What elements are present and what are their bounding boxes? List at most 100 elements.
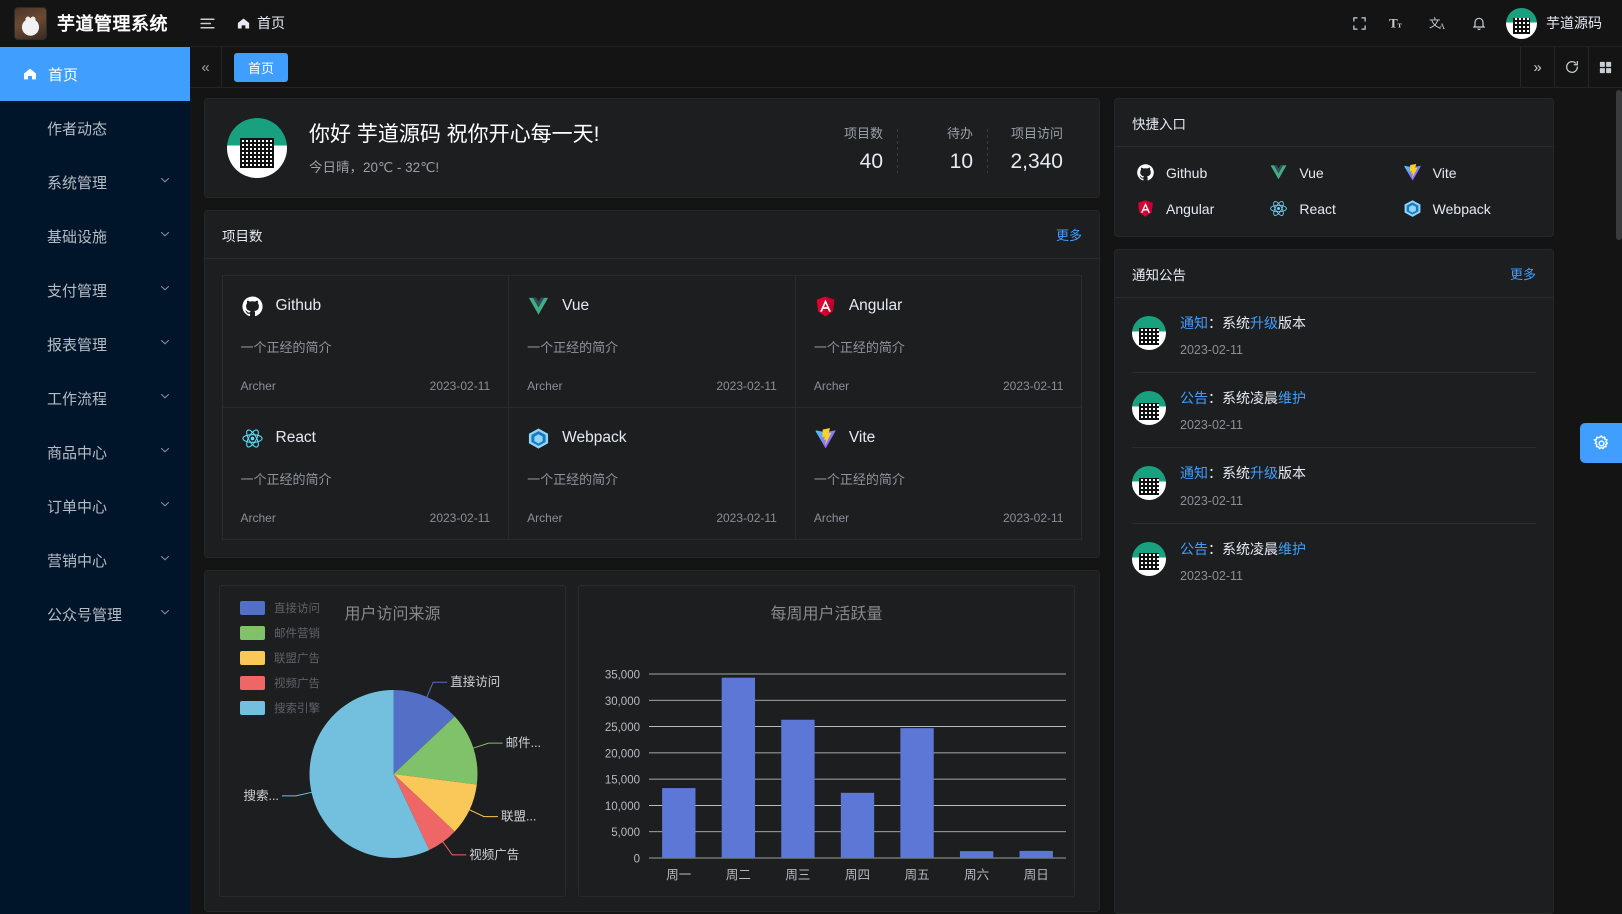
notification-bell-icon[interactable] bbox=[1462, 6, 1496, 40]
svg-text:文: 文 bbox=[1429, 16, 1441, 30]
notices-more-link[interactable]: 更多 bbox=[1509, 267, 1536, 282]
notice-title: 通知：系统升级版本 bbox=[1180, 465, 1306, 482]
project-card-2[interactable]: Angular 一个正经的简介 Archer 2023-02-11 bbox=[794, 274, 1083, 408]
sidebar-item-3[interactable]: 基础设施 bbox=[0, 209, 190, 263]
pie-slice-0[interactable] bbox=[393, 690, 455, 774]
breadcrumb[interactable]: 首页 bbox=[236, 13, 285, 33]
project-name: Webpack bbox=[562, 429, 627, 446]
project-author: Archer bbox=[527, 378, 563, 393]
pie-legend-item-4[interactable]: 搜索引擎 bbox=[240, 700, 320, 716]
react-icon bbox=[241, 427, 264, 450]
sidebar-item-2[interactable]: 系统管理 bbox=[0, 155, 190, 209]
pie-slice-1[interactable] bbox=[393, 716, 478, 785]
svg-text:A: A bbox=[1439, 21, 1446, 31]
pie-slice-3[interactable] bbox=[393, 774, 455, 851]
sidebar-item-4[interactable]: 支付管理 bbox=[0, 263, 190, 317]
bar-4[interactable] bbox=[900, 728, 934, 858]
quick-entry-item-1[interactable]: Vue bbox=[1269, 163, 1402, 182]
pie-leader-2 bbox=[469, 809, 498, 818]
bar-xtick-5: 周六 bbox=[964, 868, 989, 882]
projects-more-link[interactable]: 更多 bbox=[1055, 228, 1082, 243]
projects-grid: Github 一个正经的简介 Archer 2023-02-11 Vue 一个正… bbox=[221, 274, 1083, 540]
quick-entry-body: Github Vue Vite Angular React Webpack bbox=[1115, 147, 1553, 236]
notice-date: 2023-02-11 bbox=[1180, 343, 1244, 358]
stat-value: 2,340 bbox=[1010, 149, 1063, 173]
pie-legend-item-3[interactable]: 视频广告 bbox=[240, 675, 320, 691]
logo-block[interactable]: 芋道管理系统 bbox=[0, 0, 190, 47]
quick-entry-item-4[interactable]: React bbox=[1269, 199, 1402, 218]
bar-3[interactable] bbox=[840, 792, 875, 858]
pie-slice-2[interactable] bbox=[393, 774, 477, 832]
project-card-4[interactable]: Webpack 一个正经的简介 Archer 2023-02-11 bbox=[508, 406, 796, 540]
bar-ytick-3: 15,000 bbox=[605, 775, 640, 787]
sidebar-item-label: 订单中心 bbox=[47, 498, 108, 516]
grid-layout-icon[interactable] bbox=[1588, 47, 1622, 87]
fullscreen-icon[interactable] bbox=[1342, 6, 1376, 40]
bar-2[interactable] bbox=[781, 719, 815, 858]
user-menu[interactable]: 芋道源码 bbox=[1502, 3, 1608, 43]
github-icon bbox=[241, 295, 264, 318]
sidebar-item-10[interactable]: 公众号管理 bbox=[0, 587, 190, 641]
sidebar-item-8[interactable]: 订单中心 bbox=[0, 479, 190, 533]
quick-entry-item-2[interactable]: Vite bbox=[1403, 163, 1536, 182]
github-icon bbox=[1136, 163, 1155, 182]
bar-5[interactable] bbox=[959, 851, 994, 858]
sidebar-item-0[interactable]: 首页 bbox=[0, 47, 190, 101]
projects-panel-header: 项目数 更多 bbox=[205, 211, 1099, 259]
pie-legend-item-2[interactable]: 联盟广告 bbox=[240, 650, 320, 666]
charts-panel: 用户访问来源 直接访问 邮件营销 联盟广告 视频广告 搜索引擎 直接访问 邮件..… bbox=[204, 570, 1100, 912]
notice-date: 2023-02-11 bbox=[1180, 418, 1244, 433]
pie-leader-3 bbox=[442, 841, 467, 856]
pie-slice-4[interactable] bbox=[309, 690, 430, 858]
pie-legend-item-1[interactable]: 邮件营销 bbox=[240, 625, 320, 641]
pie-chart-svg: 直接访问邮件...联盟...视频广告搜索... bbox=[243, 674, 541, 862]
sidebar-item-label: 公众号管理 bbox=[47, 606, 123, 624]
home-icon bbox=[22, 66, 38, 82]
notice-item-1[interactable]: 公告：系统凌晨维护 2023-02-11 bbox=[1132, 373, 1536, 449]
sidebar-item-6[interactable]: 工作流程 bbox=[0, 371, 190, 425]
project-card-0[interactable]: Github 一个正经的简介 Archer 2023-02-11 bbox=[221, 274, 510, 408]
quick-entry-item-5[interactable]: Webpack bbox=[1403, 199, 1536, 218]
main-right-column: 快捷入口 Github Vue Vite Angular React Webpa… bbox=[1114, 98, 1554, 914]
project-card-5[interactable]: Vite 一个正经的简介 Archer 2023-02-11 bbox=[794, 406, 1083, 540]
pie-legend-item-0[interactable]: 直接访问 bbox=[240, 600, 320, 616]
home-icon bbox=[236, 16, 251, 31]
project-desc: 一个正经的简介 bbox=[527, 471, 619, 487]
legend-label: 直接访问 bbox=[274, 603, 320, 615]
sidebar-item-9[interactable]: 营销中心 bbox=[0, 533, 190, 587]
settings-drawer-button[interactable] bbox=[1580, 423, 1622, 463]
quick-entry-item-0[interactable]: Github bbox=[1136, 163, 1269, 182]
bar-0[interactable] bbox=[662, 788, 696, 858]
project-card-1[interactable]: Vue 一个正经的简介 Archer 2023-02-11 bbox=[508, 274, 796, 408]
sidebar-item-1[interactable]: 作者动态 bbox=[0, 101, 190, 155]
notice-item-2[interactable]: 通知：系统升级版本 2023-02-11 bbox=[1132, 448, 1536, 524]
chevron-double-left-icon[interactable]: « bbox=[190, 47, 222, 87]
bar-1[interactable] bbox=[721, 677, 756, 858]
tab-bar: « 首页 » bbox=[190, 47, 1622, 88]
webpack-icon bbox=[1403, 199, 1422, 218]
hamburger-icon[interactable] bbox=[190, 6, 224, 40]
notice-item-0[interactable]: 通知：系统升级版本 2023-02-11 bbox=[1132, 298, 1536, 374]
pie-leader-4 bbox=[281, 791, 312, 797]
chevron-down-icon bbox=[158, 389, 172, 403]
quick-entry-item-3[interactable]: Angular bbox=[1136, 199, 1269, 218]
sidebar-item-7[interactable]: 商品中心 bbox=[0, 425, 190, 479]
page-scrollbar[interactable] bbox=[1616, 90, 1622, 240]
pie-label-1: 邮件... bbox=[506, 736, 541, 750]
stat-0: 项目数 40 bbox=[807, 123, 897, 174]
user-name: 芋道源码 bbox=[1546, 15, 1602, 31]
project-card-3[interactable]: React 一个正经的简介 Archer 2023-02-11 bbox=[221, 406, 510, 540]
sidebar-item-5[interactable]: 报表管理 bbox=[0, 317, 190, 371]
bar-6[interactable] bbox=[1019, 850, 1053, 858]
notices-list: 通知：系统升级版本 2023-02-11 公告：系统凌晨维护 2023-02-1… bbox=[1115, 298, 1553, 598]
chevron-double-right-icon[interactable]: » bbox=[1520, 47, 1554, 87]
notice-item-3[interactable]: 公告：系统凌晨维护 2023-02-11 bbox=[1132, 524, 1536, 598]
sidebar-item-label: 首页 bbox=[48, 66, 79, 84]
sidebar-item-label: 基础设施 bbox=[47, 228, 108, 246]
quick-entry-label: Vue bbox=[1299, 164, 1324, 181]
tab-0[interactable]: 首页 bbox=[234, 52, 289, 82]
refresh-icon[interactable] bbox=[1554, 47, 1588, 87]
sidebar-item-label: 作者动态 bbox=[47, 120, 108, 138]
